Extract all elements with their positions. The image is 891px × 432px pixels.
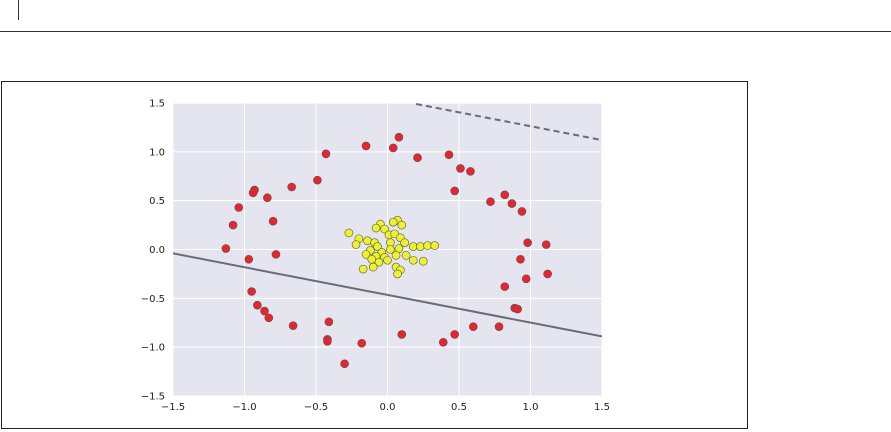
outer-class-point xyxy=(500,282,510,291)
outer-class-point xyxy=(494,322,504,331)
outer-class-point xyxy=(361,141,371,151)
outer-class-point xyxy=(288,321,298,330)
x-tick-label: 1.5 xyxy=(594,402,610,413)
inner-class-point xyxy=(401,251,411,260)
inner-class-point xyxy=(383,255,392,265)
outer-class-point xyxy=(247,287,256,296)
outer-class-point xyxy=(500,190,510,200)
outer-class-point xyxy=(513,304,522,314)
inner-class-point xyxy=(408,255,418,265)
outer-class-point xyxy=(450,186,460,196)
outer-class-point xyxy=(450,330,460,339)
inner-class-point xyxy=(418,256,428,266)
outer-class-point xyxy=(394,132,404,142)
outer-class-point xyxy=(517,207,527,216)
outer-class-point xyxy=(271,250,281,259)
outer-class-point xyxy=(228,220,238,230)
y-tick-label: −0.5 xyxy=(141,294,165,305)
page-header-rule xyxy=(0,31,891,32)
inner-class-point xyxy=(361,250,371,259)
outer-class-point xyxy=(468,322,478,331)
outer-class-point xyxy=(456,164,465,173)
outer-class-point xyxy=(523,238,532,247)
decision-boundary-line xyxy=(173,252,602,338)
x-tick-label: −0.5 xyxy=(304,402,328,413)
outer-class-point xyxy=(260,306,269,316)
outer-class-point xyxy=(264,313,274,323)
outer-class-point xyxy=(397,330,407,339)
outer-class-point xyxy=(444,150,454,160)
outer-class-point xyxy=(253,300,262,310)
inner-class-point xyxy=(393,269,402,279)
outer-class-point xyxy=(388,143,398,153)
scatter-chart: −1.5 −1.0 −0.5 0.0 0.5 1.0 1.5 1.5 1.0 0.5 0.0 −0.5… xyxy=(141,99,610,414)
inner-class-point xyxy=(416,242,425,251)
outer-class-point xyxy=(321,149,331,159)
inner-class-point xyxy=(367,254,377,264)
outer-class-point xyxy=(324,317,334,327)
outer-class-point xyxy=(521,274,531,284)
inner-class-point xyxy=(397,220,407,230)
outer-class-point xyxy=(234,203,244,212)
x-tick-label: −1.5 xyxy=(161,402,185,413)
inner-class-point xyxy=(400,238,409,247)
outer-class-point xyxy=(438,337,448,347)
outer-class-point xyxy=(340,359,349,369)
inner-class-point xyxy=(423,241,432,250)
inner-class-point xyxy=(371,223,381,233)
inner-class-point xyxy=(374,257,384,267)
outer-class-point xyxy=(541,240,551,249)
y-tick-label: 1.5 xyxy=(149,99,165,110)
outer-class-point xyxy=(357,338,367,348)
outer-class-point xyxy=(507,199,517,208)
y-tick-label: 0.0 xyxy=(149,245,165,256)
inner-class-point xyxy=(386,245,395,254)
outer-class-point xyxy=(268,216,278,226)
outer-class-point xyxy=(313,175,322,185)
x-tick-label: 0.5 xyxy=(451,402,467,413)
inner-class-point xyxy=(358,264,368,274)
inner-class-point xyxy=(368,262,378,272)
header-margin-mark xyxy=(18,0,19,20)
inner-class-point xyxy=(380,224,389,234)
inner-class-point xyxy=(388,217,398,227)
inner-class-point xyxy=(430,241,439,250)
inner-class-point xyxy=(373,242,382,251)
inner-class-point xyxy=(344,228,354,238)
outer-class-point xyxy=(543,269,552,279)
outer-class-point xyxy=(516,254,525,264)
x-tick-label: 1.0 xyxy=(523,402,539,413)
y-tick-label: −1.5 xyxy=(141,392,165,403)
inner-class-point xyxy=(351,240,361,249)
outer-class-point xyxy=(413,153,422,162)
outer-class-point xyxy=(221,244,231,253)
inner-class-point xyxy=(363,236,372,246)
inner-class-point xyxy=(408,242,418,251)
outer-class-point xyxy=(486,197,495,206)
inner-class-point xyxy=(391,251,401,260)
outer-class-point xyxy=(248,188,258,198)
margin-line-dashed xyxy=(415,103,602,142)
outer-class-point xyxy=(244,254,254,264)
outer-class-point xyxy=(466,167,475,176)
x-tick-label: −1.0 xyxy=(232,402,256,413)
outer-class-point xyxy=(287,182,296,192)
figure-frame: −1.5 −1.0 −0.5 0.0 0.5 1.0 1.5 1.5 1.0 0.5 0.0 −0.5… xyxy=(1,81,748,429)
y-tick-label: 1.0 xyxy=(149,147,165,158)
y-tick-label: −1.0 xyxy=(141,343,165,354)
x-tick-label: 0.0 xyxy=(380,402,396,413)
outer-class-point xyxy=(323,337,332,346)
outer-class-point xyxy=(263,193,272,203)
y-tick-label: 0.5 xyxy=(149,196,165,207)
